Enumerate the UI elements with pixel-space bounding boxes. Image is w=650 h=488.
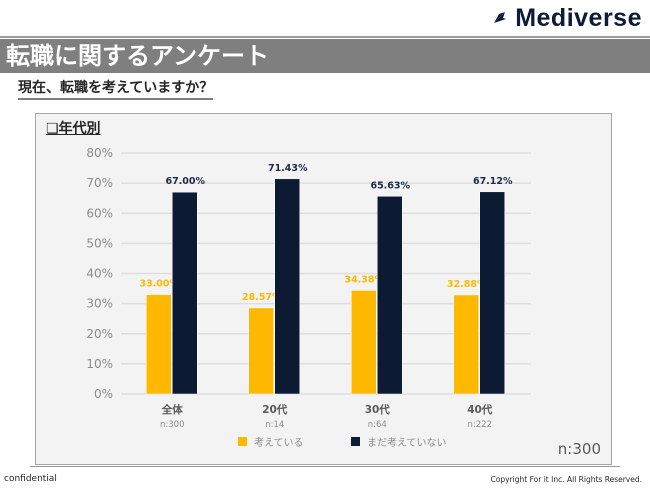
legend-label: まだ考えていない <box>367 437 447 449</box>
x-category-label: 40代 <box>467 403 493 416</box>
data-label: 34.38% <box>344 274 384 285</box>
data-label: 28.57% <box>242 292 282 303</box>
y-tick-label: 40% <box>86 267 113 281</box>
y-tick-label: 0% <box>94 387 113 401</box>
y-tick-label: 10% <box>86 357 113 371</box>
data-label: 32.88% <box>447 279 487 290</box>
copyright: Copyright For it Inc. All Rights Reserve… <box>490 475 642 484</box>
legend-label: 考えている <box>254 437 304 449</box>
section-label: ❑年代別 <box>46 121 101 137</box>
rocket-moon-icon <box>485 6 511 32</box>
footer-divider <box>30 466 620 467</box>
bar-not-considering <box>479 191 505 395</box>
y-tick-label: 70% <box>86 176 113 190</box>
y-tick-label: 80% <box>86 146 113 160</box>
x-category-label: 全体 <box>161 403 183 416</box>
data-label: 67.12% <box>473 176 513 187</box>
page-title: 転職に関するアンケート <box>6 42 270 70</box>
survey-question: 現在、転職を考えていますか？ <box>18 79 214 100</box>
bar-not-considering <box>377 196 403 395</box>
title-bar: 転職に関するアンケート <box>0 39 650 73</box>
x-category-sample-size: n:64 <box>368 420 387 430</box>
y-tick-label: 60% <box>86 206 113 220</box>
bar-not-considering <box>274 178 300 395</box>
data-label: 33.00% <box>139 279 179 290</box>
logo-text: Mediverse <box>515 4 642 32</box>
x-category-sample-size: n:14 <box>265 420 284 430</box>
sample-size-total: n:300 <box>557 440 601 458</box>
bar-considering <box>453 294 479 395</box>
confidential-label: confidential <box>4 474 57 484</box>
x-category-sample-size: n:222 <box>468 420 492 430</box>
bar-considering <box>351 290 377 395</box>
y-tick-label: 20% <box>86 327 113 341</box>
legend-swatch <box>238 437 247 446</box>
data-label: 71.43% <box>268 163 308 174</box>
data-label: 65.63% <box>370 180 410 191</box>
legend-swatch <box>351 437 360 446</box>
bar-not-considering <box>172 191 198 395</box>
header-divider <box>0 36 650 38</box>
data-label: 67.00% <box>165 176 205 187</box>
x-category-label: 20代 <box>262 403 288 416</box>
bar-chart: 0% 10% 20% 30% 40% 50% 60% 70% 80% 33.00% 67.00% 全体… <box>86 146 531 449</box>
y-tick-label: 50% <box>86 236 113 250</box>
x-category-sample-size: n:300 <box>160 420 184 430</box>
y-tick-label: 30% <box>86 297 113 311</box>
bar-considering <box>248 307 274 395</box>
chart-panel: ❑年代別 0% 10% 20% 30% 40% 50% 60% 70% 80% 33.00% 67.… <box>35 113 612 465</box>
x-category-label: 30代 <box>365 403 391 416</box>
logo: Mediverse <box>485 4 642 33</box>
bar-considering <box>146 294 172 395</box>
